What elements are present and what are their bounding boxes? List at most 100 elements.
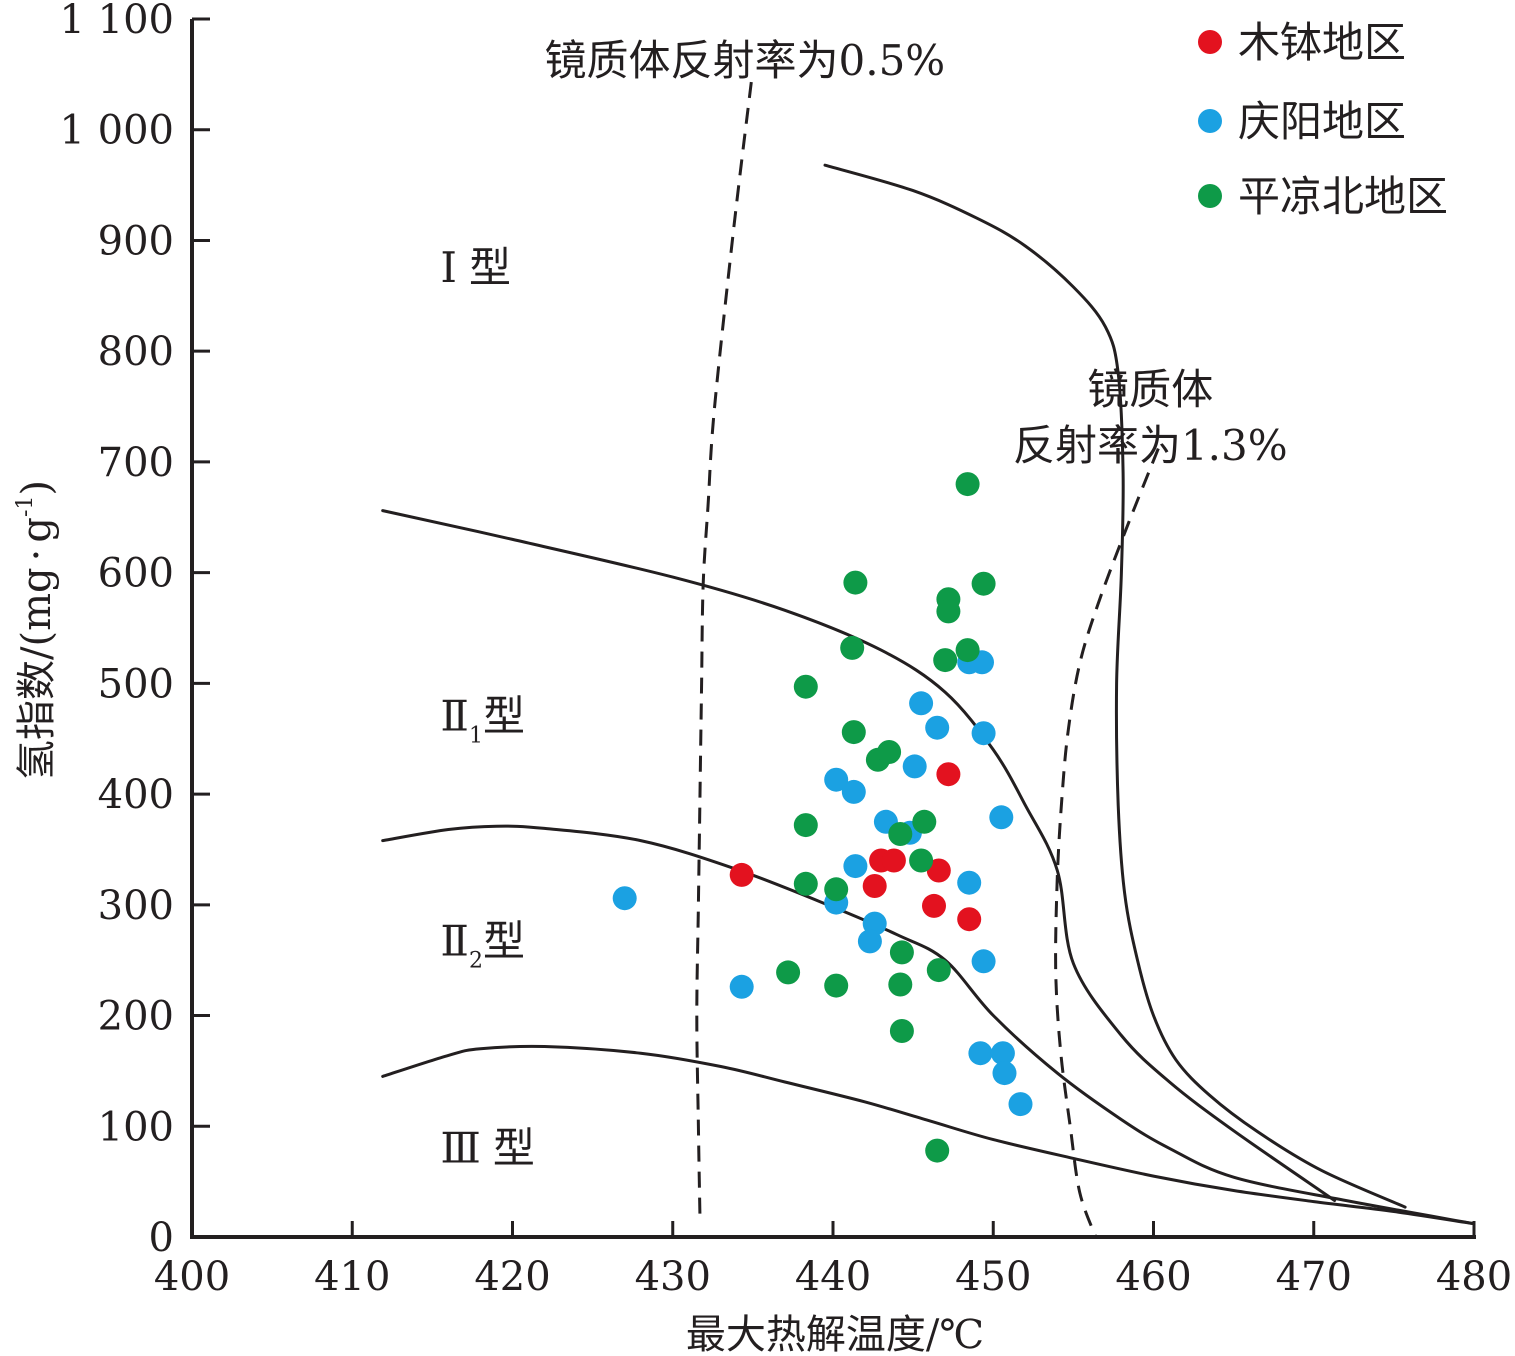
point-pingliangbei-11 <box>877 740 902 764</box>
legend-item-mubo: 木钵地区 <box>1198 18 1406 67</box>
point-pingliangbei-2 <box>971 571 996 596</box>
y-tick-label-1000: 1 000 <box>59 108 174 154</box>
point-pingliangbei-23 <box>889 1019 914 1043</box>
point-qingyang-5 <box>857 929 882 954</box>
y-tick-label-0: 0 <box>149 1215 174 1261</box>
legend-label-qingyang: 庆阳地区 <box>1238 97 1406 146</box>
y-tick-label-100: 100 <box>98 1104 174 1150</box>
legend-marker-mubo <box>1198 30 1222 54</box>
y-ticks: 0 100 200 300 400 500 600 700 800 900 1 000 1 100 <box>59 0 210 1261</box>
y-axis-title-close: ) <box>14 480 60 496</box>
y-tick-label-1100: 1 100 <box>59 0 174 43</box>
legend-marker-pingliangbei <box>1198 184 1222 208</box>
x-axis-title: 最大热解温度/℃ <box>686 1312 984 1356</box>
point-pingliangbei-8 <box>793 674 818 699</box>
legend-label-pingliangbei: 平凉北地区 <box>1238 172 1448 221</box>
region-label-1: Ⅱ1型 <box>440 692 525 749</box>
point-pingliangbei-12 <box>793 813 818 838</box>
legend-label-mubo: 木钵地区 <box>1238 18 1406 67</box>
point-pingliangbei-21 <box>926 958 951 983</box>
curve-type-I-II1 <box>381 509 1337 1202</box>
x-tick-label-410: 410 <box>314 1254 390 1300</box>
y-axis-title-dot: · <box>14 549 60 562</box>
point-mubo-6 <box>957 907 982 932</box>
point-qingyang-13 <box>957 870 982 895</box>
legend: 木钵地区 庆阳地区 平凉北地区 <box>1198 18 1448 221</box>
point-qingyang-11 <box>925 715 950 740</box>
point-pingliangbei-22 <box>888 972 913 997</box>
x-tick-label-470: 470 <box>1276 1254 1352 1300</box>
point-pingliangbei-19 <box>824 973 849 998</box>
region-labels: Ⅰ 型 Ⅱ1型 Ⅱ2型 Ⅲ 型 <box>440 243 535 1172</box>
point-qingyang-9 <box>841 779 866 804</box>
legend-item-pingliangbei: 平凉北地区 <box>1198 172 1448 221</box>
curve-maturity-limit <box>823 163 1407 1209</box>
legend-item-qingyang: 庆阳地区 <box>1198 97 1406 146</box>
point-pingliangbei-5 <box>840 635 865 660</box>
point-pingliangbei-20 <box>889 940 914 965</box>
point-pingliangbei-6 <box>955 638 980 663</box>
point-pingliangbei-4 <box>936 599 961 624</box>
y-axis-title-exp: -1 <box>13 496 38 517</box>
data-points <box>612 472 1033 1163</box>
point-mubo-2 <box>881 848 906 873</box>
y-tick-label-900: 900 <box>98 218 174 264</box>
annotation-0-line-0: 镜质体反射率为0.5% <box>545 36 946 85</box>
x-ticks: 400 410 420 430 440 450 460 470 480 <box>154 1221 1512 1300</box>
point-pingliangbei-1 <box>843 570 868 595</box>
x-tick-label-430: 430 <box>635 1254 711 1300</box>
region-label-2: Ⅱ2型 <box>440 916 525 973</box>
y-axis-title: 氢指数/(mg · g-1) <box>13 480 60 780</box>
y-tick-label-300: 300 <box>98 883 174 929</box>
point-pingliangbei-9 <box>841 720 866 745</box>
y-tick-label-500: 500 <box>98 661 174 707</box>
curve-ro-1.3 <box>1054 448 1160 1238</box>
y-tick-label-200: 200 <box>98 994 174 1040</box>
point-qingyang-18 <box>971 949 996 974</box>
x-tick-label-440: 440 <box>795 1254 871 1300</box>
curve-type-II2-III <box>381 1044 1476 1226</box>
y-tick-label-700: 700 <box>98 440 174 486</box>
y-tick-label-800: 800 <box>98 329 174 375</box>
point-mubo-0 <box>729 862 754 887</box>
point-pingliangbei-17 <box>824 877 849 902</box>
curve-ro-0.5 <box>695 81 753 1219</box>
x-tick-label-420: 420 <box>474 1254 550 1300</box>
point-pingliangbei-0 <box>955 472 980 497</box>
point-pingliangbei-16 <box>793 871 818 896</box>
point-qingyang-19 <box>968 1041 993 1066</box>
point-pingliangbei-7 <box>933 648 958 673</box>
point-pingliangbei-18 <box>776 960 801 985</box>
point-qingyang-21 <box>992 1061 1017 1086</box>
x-tick-label-450: 450 <box>955 1254 1031 1300</box>
point-mubo-7 <box>936 762 961 787</box>
boundary-curves <box>381 81 1476 1238</box>
point-qingyang-20 <box>990 1041 1015 1066</box>
point-mubo-3 <box>862 874 887 898</box>
point-pingliangbei-14 <box>912 809 937 834</box>
point-pingliangbei-15 <box>909 848 934 873</box>
y-axis-title-main: 氢指数/(mg <box>14 567 60 780</box>
point-qingyang-8 <box>824 767 849 792</box>
point-qingyang-1 <box>729 974 754 999</box>
annotation-1-line-0: 镜质体 <box>1087 365 1213 414</box>
point-qingyang-3 <box>843 854 868 879</box>
annotation-1-line-1: 反射率为1.3% <box>1013 421 1288 470</box>
point-qingyang-22 <box>1008 1092 1033 1117</box>
point-qingyang-14 <box>971 721 996 746</box>
point-qingyang-10 <box>909 691 934 716</box>
point-mubo-5 <box>922 893 946 918</box>
point-pingliangbei-13 <box>888 822 913 846</box>
point-qingyang-12 <box>902 754 927 779</box>
point-qingyang-17 <box>989 805 1014 830</box>
y-axis-title-unit: g <box>14 517 60 543</box>
curve-type-II1-II2 <box>381 824 1476 1226</box>
x-tick-label-400: 400 <box>154 1254 230 1300</box>
x-tick-label-480: 480 <box>1436 1254 1512 1300</box>
point-qingyang-0 <box>612 886 637 911</box>
y-tick-label-600: 600 <box>98 551 174 597</box>
